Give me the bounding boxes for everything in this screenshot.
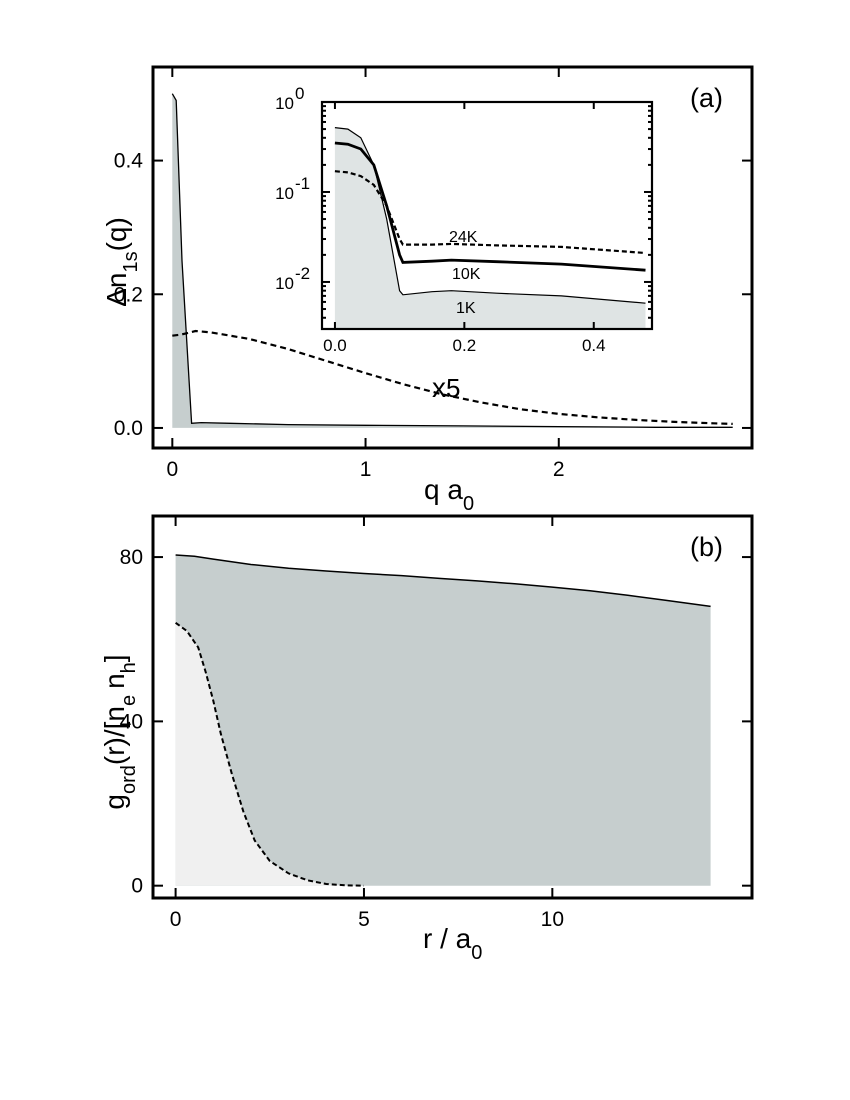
label-10k: 10K bbox=[452, 266, 481, 283]
panel-a-series-0-line bbox=[171, 93, 733, 428]
panel-a-xlabel: q a0 bbox=[424, 474, 474, 515]
inset-ytick-label: 10 bbox=[275, 94, 294, 113]
inset-xtick-label: 0.2 bbox=[453, 336, 477, 355]
panel-b-xtick-label: 5 bbox=[358, 908, 370, 931]
panel-b-series-1-fill bbox=[175, 622, 364, 886]
inset-series-1K-line bbox=[334, 127, 646, 304]
inset-ytick-label: 10 bbox=[275, 184, 294, 203]
inset-xtick-label: 0.0 bbox=[323, 336, 347, 355]
inset-series-24K-line bbox=[334, 170, 646, 255]
inset-ytick-exponent: -1 bbox=[295, 174, 310, 193]
panel-b-lines bbox=[175, 554, 711, 887]
panel-b-ytick-label: 80 bbox=[120, 546, 143, 569]
inset-fills bbox=[334, 127, 646, 329]
inset-frame bbox=[320, 100, 654, 331]
inset-ytick-exponent: 0 bbox=[295, 84, 304, 103]
panel-a-xtick-label: 0 bbox=[166, 458, 178, 481]
panel-b-series-0-fill bbox=[175, 555, 711, 886]
inset-ytick-label: 10 bbox=[275, 274, 294, 293]
x5-annotation: x5 bbox=[432, 372, 460, 403]
panel-b-fills bbox=[175, 555, 711, 886]
panel-a-lines bbox=[171, 93, 733, 428]
panel-b-xtick-label: 0 bbox=[170, 908, 182, 931]
panel-a-xtick-label: 2 bbox=[553, 458, 565, 481]
panel-a-label: (a) bbox=[690, 83, 723, 113]
panel-a-xtick-label: 1 bbox=[360, 458, 372, 481]
inset-series-1K-fill bbox=[334, 127, 646, 329]
panel-a-ytick-label: 0.4 bbox=[114, 150, 144, 173]
panel-a-ytick-label: 0.0 bbox=[114, 417, 143, 440]
panel-a-ytick-label: 0.2 bbox=[114, 283, 143, 306]
panel-a-frame bbox=[151, 65, 754, 450]
inset-ytick-exponent: -2 bbox=[295, 264, 310, 283]
panel-a-ticks: 0 1 2 0.0 0.2 0.4 bbox=[114, 67, 752, 481]
panel-b-series-1-line bbox=[175, 621, 365, 887]
panel-b-series-0-line bbox=[175, 554, 711, 608]
panel-a-series-1-line bbox=[172, 329, 733, 425]
inset-series-10K-line bbox=[334, 141, 646, 272]
panel-b-frame bbox=[151, 514, 754, 900]
label-1k: 1K bbox=[456, 300, 476, 317]
label-24k: 24K bbox=[449, 229, 478, 246]
panel-b-xtick-label: 10 bbox=[541, 908, 564, 931]
panel-b-ytick-label: 40 bbox=[120, 710, 143, 733]
panel-a: 0 1 20.00.20.4 (a) q a0 Δn1s(q) x5 0.0 0.2 0… bbox=[101, 65, 754, 515]
panel-b-xlabel: r / a0 bbox=[423, 923, 482, 964]
inset-xtick-label: 0.4 bbox=[582, 336, 606, 355]
panel-b-ytick-label: 0 bbox=[131, 875, 143, 898]
panel-b-ticks: 0 5 10 0 40 80 bbox=[120, 516, 752, 931]
inset-lines bbox=[334, 127, 646, 304]
panel-b-label: (b) bbox=[690, 532, 723, 562]
